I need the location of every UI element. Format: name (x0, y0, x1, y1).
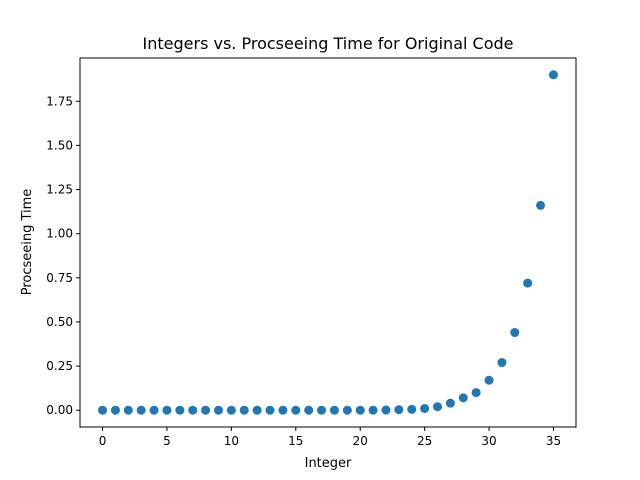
data-point (548, 70, 558, 80)
data-point (368, 405, 378, 415)
data-point (355, 405, 365, 415)
data-point (291, 405, 301, 415)
x-axis-label: Integer (305, 456, 352, 471)
y-tick-label: 1.50 (46, 138, 73, 152)
data-point (188, 405, 198, 415)
data-point (433, 402, 443, 412)
data-point (149, 405, 159, 415)
data-point (252, 405, 262, 415)
x-tick-label: 35 (546, 434, 561, 448)
data-point (381, 405, 391, 415)
data-point (98, 405, 108, 415)
data-point (458, 393, 468, 403)
data-point (201, 405, 211, 415)
data-point (407, 404, 417, 414)
data-point (175, 405, 185, 415)
data-point (265, 405, 275, 415)
y-tick-label: 0.00 (46, 403, 73, 417)
y-tick-label: 1.25 (46, 183, 73, 197)
x-tick-label: 0 (99, 434, 107, 448)
data-point (123, 405, 133, 415)
data-point (497, 358, 507, 368)
data-point (420, 403, 430, 413)
x-tick-label: 30 (481, 434, 496, 448)
y-tick-label: 0.75 (46, 271, 73, 285)
data-point (329, 405, 339, 415)
data-point (471, 388, 481, 398)
data-point (445, 398, 455, 408)
data-point (510, 328, 520, 338)
y-tick-label: 0.25 (46, 359, 73, 373)
chart-title: Integers vs. Procseeing Time for Origina… (143, 34, 514, 53)
x-tick-label: 20 (353, 434, 368, 448)
data-point (484, 375, 494, 385)
data-point (523, 278, 533, 288)
x-tick-label: 10 (224, 434, 239, 448)
plot-area (98, 70, 558, 415)
y-axis-label: Procseeing Time (20, 189, 35, 296)
y-tick-label: 0.50 (46, 315, 73, 329)
data-point (213, 405, 223, 415)
x-tick-label: 5 (163, 434, 171, 448)
x-axis: 0 5 10 15 20 25 30 35 (99, 427, 561, 448)
x-tick-label: 25 (417, 434, 432, 448)
data-point (317, 405, 327, 415)
data-point (162, 405, 172, 415)
y-tick-label: 1.75 (46, 94, 73, 108)
x-tick-label: 15 (288, 434, 303, 448)
data-point (136, 405, 146, 415)
data-point (304, 405, 314, 415)
data-point (239, 405, 249, 415)
plot-frame (79, 57, 577, 428)
data-point (394, 405, 404, 415)
y-tick-label: 1.00 (46, 227, 73, 241)
data-point (110, 405, 120, 415)
data-point (536, 200, 546, 210)
data-point (226, 405, 236, 415)
data-point (342, 405, 352, 415)
data-point (278, 405, 288, 415)
y-axis: 0.00 0.25 0.50 0.75 1.00 1.25 1.50 1.75 (46, 94, 80, 417)
